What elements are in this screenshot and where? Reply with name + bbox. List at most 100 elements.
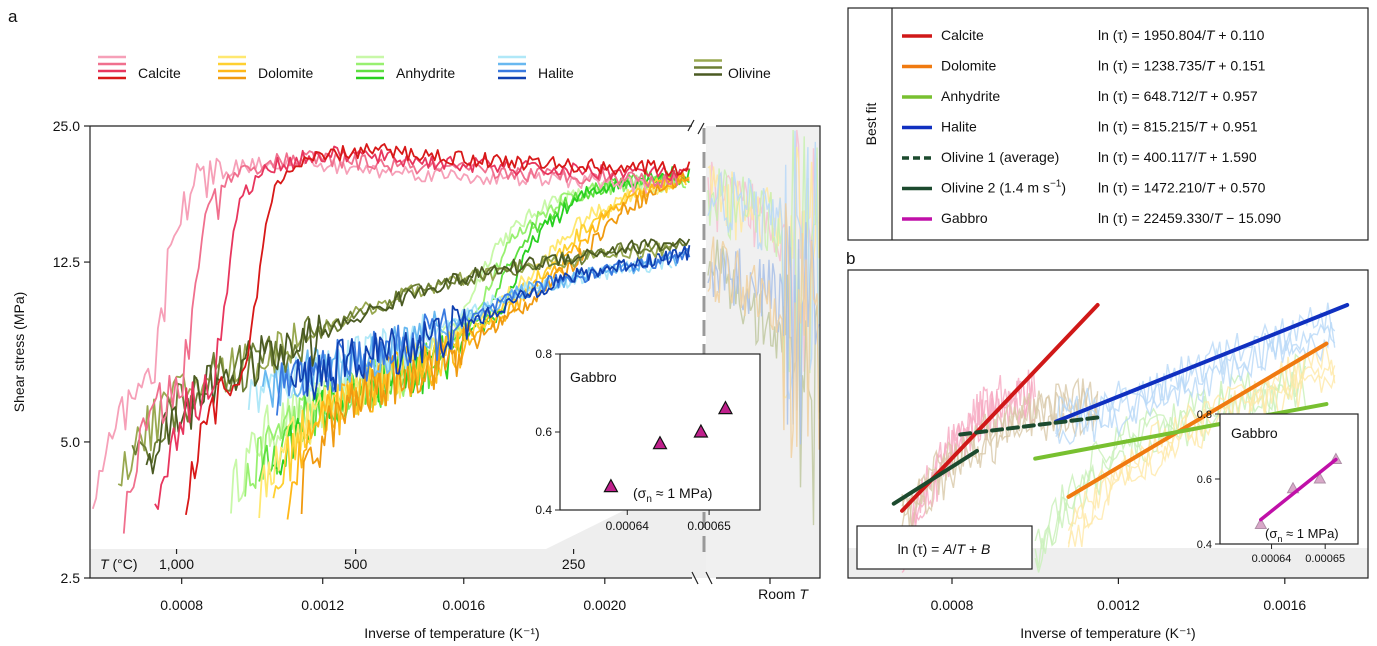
best-fit-row-4: Halite ln (τ) = 815.215/T + 0.951 [902, 119, 1258, 135]
panel-a-plot: 25.012.55.02.5 0.0008 0.0012 0.0016 0.0020 … [11, 118, 821, 641]
panel-a-ylabel: Shear stress (MPa) [11, 292, 27, 413]
room-temp-trace [707, 203, 820, 458]
gabbro-inset-b-content: 0.8 0.6 0.4 0.00064 0.00065 [1197, 409, 1345, 565]
best-fit-name: Gabbro [941, 210, 988, 226]
gabbro-inset-a-content: 0.8 0.6 0.4 0.00064 0.00065 [535, 347, 733, 533]
series-olivine-trace [145, 238, 691, 475]
inset-y-tick-label: 0.8 [535, 347, 552, 361]
inset-x-tick-label: 0.00064 [1252, 553, 1292, 565]
panel-a-y-ticks: 25.0 12.5 5.0 2.5 [53, 118, 90, 586]
x-tick-label: 0.0008 [931, 597, 974, 613]
gabbro-inset-b-note: (σn ≈ 1 MPa) [1265, 526, 1339, 544]
best-fit-name: Halite [941, 119, 977, 135]
legend-item-calcite: Calcite [98, 55, 181, 81]
series-calcite-trace [154, 145, 690, 510]
inset-y-tick-label: 0.6 [1197, 474, 1212, 486]
fit-line-olivine-2 [891, 448, 979, 506]
gabbro-inset-a: 0.8 0.6 0.4 0.00064 0.00065 Gabbro (σn ≈ 1 M… [535, 347, 761, 533]
room-temp-trace [707, 130, 820, 409]
fit-line-gabbro [1259, 457, 1338, 522]
series-calcite-trace [122, 150, 679, 534]
legend-label: Anhydrite [396, 65, 455, 81]
y-tick-label: 2.5 [61, 570, 81, 586]
best-fit-equation: ln (τ) = 400.117/T + 1.590 [1098, 149, 1257, 165]
fit-line-olivine-1 [958, 415, 1100, 437]
best-fit-rows: Calcite ln (τ) = 1950.804/T + 0.110 Dolomi… [902, 27, 1281, 226]
best-fit-row-7: Gabbro ln (τ) = 22459.330/T − 15.090 [902, 210, 1281, 226]
gabbro-point [603, 478, 619, 493]
legend-label: Calcite [138, 65, 181, 81]
temperature-tick-label: 500 [344, 556, 368, 572]
best-fit-equation: ln (τ) = 22459.330/T − 15.090 [1098, 210, 1281, 226]
faint-trace [901, 377, 1099, 517]
best-fit-equation: ln (τ) = 815.215/T + 0.951 [1098, 119, 1258, 135]
gabbro-point [1313, 471, 1327, 484]
formula-box: ln (τ) = A/T + B [856, 525, 1033, 570]
series-calcite-trace [91, 156, 648, 510]
inset-x-tick-label: 0.00064 [606, 519, 650, 533]
fit-line-anhydrite [1033, 402, 1329, 461]
y-tick-label: 25.0 [53, 118, 80, 134]
series-dolomite-trace [300, 171, 690, 515]
inset-y-tick-label: 0.6 [535, 425, 552, 439]
panel-a-legend: Calcite Dolomite Anhydrite Halite Olivine [98, 55, 771, 81]
x-tick-label: 0.0016 [442, 597, 485, 613]
t-axis-band [90, 549, 546, 578]
best-fit-row-1: Calcite ln (τ) = 1950.804/T + 0.110 [902, 27, 1265, 43]
panel-b-x-ticks: 0.0008 0.0012 0.0016 [931, 578, 1306, 613]
temperature-axis-label: T (°C) [100, 556, 138, 572]
inset-x-tick-label: 0.00065 [687, 519, 731, 533]
best-fit-equation: ln (τ) = 648.712/T + 0.957 [1098, 88, 1258, 104]
best-fit-name: Olivine 2 (1.4 m s−1) [941, 179, 1066, 196]
temperature-axis: T (°C) 1,000 500 250 [100, 549, 585, 572]
best-fit-equation: ln (τ) = 1950.804/T + 0.110 [1098, 27, 1265, 43]
best-fit-name: Olivine 1 (average) [941, 149, 1059, 165]
temperature-tick-label: 1,000 [159, 556, 194, 572]
panel-b-frame [847, 269, 1369, 579]
gabbro-point [693, 423, 709, 438]
formula-text: ln (τ) = A/T + B [898, 541, 991, 557]
panel-a-series [91, 143, 691, 534]
x-tick-label: 0.0020 [583, 597, 626, 613]
faint-trace [1067, 340, 1336, 548]
legend-label: Olivine [728, 65, 771, 81]
best-fit-name: Dolomite [941, 58, 996, 74]
room-temp-traces [707, 129, 820, 526]
gabbro-inset-a-title: Gabbro [570, 369, 617, 385]
gabbro-point [1254, 517, 1268, 529]
best-fit-row-2: Dolomite ln (τ) = 1238.735/T + 0.151 [902, 58, 1266, 74]
gabbro-point [652, 435, 668, 450]
legend-item-halite: Halite [498, 55, 574, 81]
panel-a-x-ticks: 0.0008 0.0012 0.0016 0.0020 [160, 578, 771, 613]
panel-b-plot: 0.0008 0.0012 0.0016 Inverse of temperatur… [847, 269, 1369, 641]
y-tick-label: 12.5 [53, 254, 80, 270]
legend-item-olivine: Olivine [694, 59, 771, 81]
panel-a-letter: a [8, 7, 18, 26]
best-fit-name: Calcite [941, 27, 984, 43]
fit-line-halite [1054, 302, 1350, 424]
y-tick-label: 5.0 [61, 434, 81, 450]
fit-line-dolomite [1066, 341, 1329, 499]
inset-x-tick-label: 0.00065 [1305, 553, 1345, 565]
best-fit-equation: ln (τ) = 1472.210/T + 0.570 [1098, 180, 1266, 196]
legend-item-anhydrite: Anhydrite [356, 55, 455, 81]
inset-y-tick-label: 0.4 [1197, 539, 1212, 551]
legend-item-dolomite: Dolomite [218, 55, 313, 81]
axis-break-top [687, 119, 705, 135]
x-tick-label: 0.0016 [1263, 597, 1306, 613]
gabbro-inset-b-title: Gabbro [1231, 425, 1278, 441]
best-fit-row-5: Olivine 1 (average) ln (τ) = 400.117/T + … [902, 149, 1257, 165]
gabbro-point [717, 400, 733, 415]
best-fit-side-label: Best fit [863, 102, 879, 145]
panel-b-letter: b [846, 249, 855, 268]
room-temp-label: Room T [758, 586, 809, 602]
temperature-tick-label: 250 [562, 556, 586, 572]
axis-break-bottom [691, 571, 713, 585]
best-fit-row-3: Anhydrite ln (τ) = 648.712/T + 0.957 [902, 88, 1258, 104]
x-tick-label: 0.0008 [160, 597, 203, 613]
series-halite-trace [290, 245, 691, 400]
gabbro-inset-a-note: (σn ≈ 1 MPa) [633, 485, 712, 505]
inset-y-tick-label: 0.8 [1197, 409, 1212, 421]
inset-y-tick-label: 0.4 [535, 503, 552, 517]
